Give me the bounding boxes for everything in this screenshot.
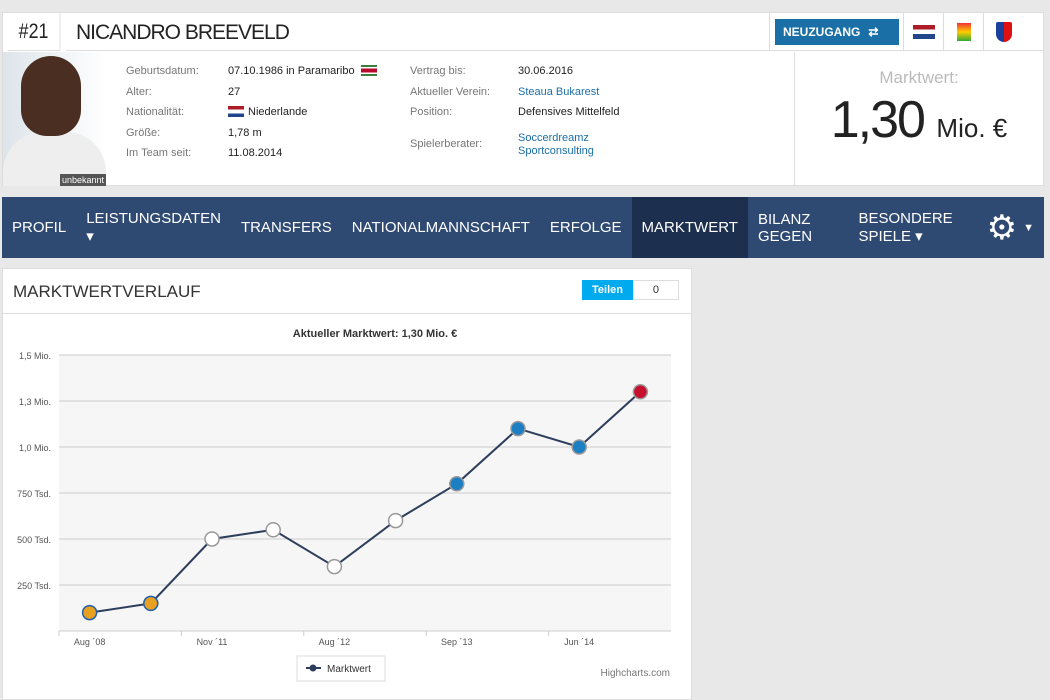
nav-marktwert[interactable]: MARKTWERT <box>631 197 748 258</box>
market-value-chart-box: MARKTWERTVERLAUF Teilen 0 Aktueller Markt… <box>2 268 692 700</box>
share-button[interactable]: Teilen <box>582 280 633 300</box>
legend-label: Marktwert <box>327 664 371 675</box>
data-point-club-logo <box>387 512 404 529</box>
player-name: NICANDRO BREEVELD <box>66 13 769 51</box>
x-tick-label: Aug ´12 <box>319 637 351 647</box>
league-logo-icon[interactable] <box>943 12 983 51</box>
y-tick-label: 1,5 Mio. <box>19 351 51 361</box>
neuzugang-button[interactable]: NEUZUGANG ⇄ <box>775 18 899 45</box>
share-count: 0 <box>632 280 679 300</box>
nav-profil[interactable]: PROFIL <box>12 219 67 236</box>
club-logo-icon[interactable] <box>983 12 1023 51</box>
nav-erfolge[interactable]: ERFOLGE <box>549 219 622 236</box>
agent-link-2[interactable]: Sportconsulting <box>518 144 594 157</box>
shirt-number: #21 <box>7 13 61 51</box>
data-point-club-logo <box>632 384 649 400</box>
nav-nationalmannschaft[interactable]: NATIONALMANNSCHAFT <box>351 219 530 236</box>
data-point-club-logo <box>571 439 587 455</box>
market-value-chart: Aktueller Marktwert: 1,30 Mio. € 250 Tsd.… <box>17 328 671 682</box>
y-tick-label: 500 Tsd. <box>17 535 51 545</box>
x-tick-label: Jun ´14 <box>564 637 594 647</box>
data-point-club-logo <box>510 420 526 437</box>
highcharts-credit: Highcharts.com <box>601 668 670 679</box>
info-left: Geburtsdatum: 07.10.1986 in Paramaribo Al… <box>126 65 381 168</box>
market-value-panel: Marktwert: 1,30 Mio. € <box>794 52 1043 185</box>
x-tick-label: Nov ´11 <box>197 637 228 647</box>
player-header: #21 NICANDRO BREEVELD NEUZUGANG ⇄ unbekan… <box>2 12 1044 186</box>
nav-bilanz-gegen[interactable]: BILANZ GEGEN <box>757 210 813 245</box>
nav-leistungsdaten[interactable]: LEISTUNGSDATEN ▾ <box>86 210 221 245</box>
data-point-club-logo <box>326 558 343 575</box>
x-tick-label: Sep ´13 <box>441 637 473 647</box>
club-link[interactable]: Steaua Bukarest <box>518 85 600 98</box>
main-nav: PROFIL LEISTUNGSDATEN ▾ TRANSFERS NATION… <box>2 197 1044 258</box>
y-tick-label: 1,0 Mio. <box>19 443 51 453</box>
data-point-club-logo <box>449 476 465 492</box>
data-point-club-logo <box>204 531 220 547</box>
info-right: Vertrag bis: 30.06.2016 Aktueller Verein:… <box>410 65 620 157</box>
suriname-flag-icon <box>360 65 377 76</box>
data-point-club-logo <box>143 595 159 612</box>
data-point-club-logo <box>265 522 281 538</box>
nav-transfers[interactable]: TRANSFERS <box>240 219 332 236</box>
y-tick-label: 750 Tsd. <box>17 489 51 499</box>
agent-link[interactable]: Soccerdreamz <box>518 131 589 144</box>
data-point-club-logo <box>81 604 98 621</box>
section-title: MARKTWERTVERLAUF <box>13 282 201 301</box>
nationality-flag-icon[interactable] <box>903 12 943 51</box>
player-photo: unbekannt <box>3 52 106 186</box>
nav-besondere-spiele[interactable]: BESONDERE SPIELE ▾ <box>858 210 953 245</box>
settings-gear-icon[interactable]: ⚙ ▼ <box>986 208 1034 247</box>
transfer-icon: ⇄ <box>868 24 879 39</box>
series-line-marktwert <box>89 391 642 614</box>
chart-title: Aktueller Marktwert: 1,30 Mio. € <box>293 328 457 340</box>
x-tick-label: Aug ´08 <box>74 637 106 647</box>
netherlands-flag-icon <box>228 106 244 117</box>
y-tick-label: 250 Tsd. <box>17 581 51 591</box>
y-tick-label: 1,3 Mio. <box>19 397 51 407</box>
legend-marker-icon <box>309 664 317 672</box>
